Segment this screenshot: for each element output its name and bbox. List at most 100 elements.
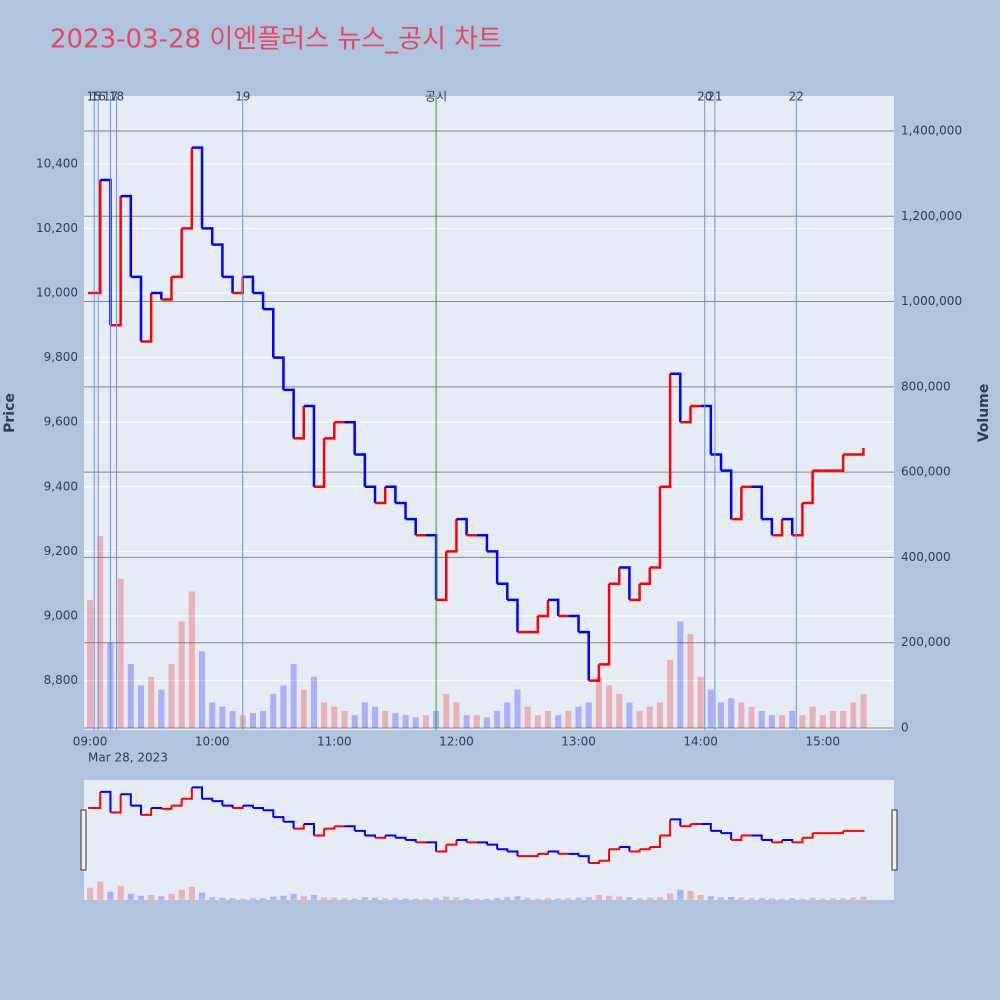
mini-volume-bar [677,889,684,900]
mini-volume-bar [626,897,633,900]
mini-price-segment [110,794,122,814]
price-segment [486,550,499,584]
slider-handle[interactable] [80,809,87,871]
volume-bar [260,710,267,728]
price-segment [364,485,377,503]
mini-volume-bar [697,894,704,900]
price-segment [782,517,794,536]
price-segment [130,275,143,342]
volume-bar [667,659,674,728]
mini-volume-bar [616,896,623,900]
mini-volume-bar [555,898,562,900]
mini-volume-bar [728,896,735,900]
event-label: 공시 [425,90,447,104]
volume-bar [575,706,582,728]
range-slider[interactable] [84,780,894,900]
price-segment [497,582,509,600]
mini-volume-bar [178,889,185,900]
price-segment [293,406,306,440]
mini-price-segment [375,835,387,839]
mini-volume-bar [524,897,531,900]
volume-bar [656,702,664,728]
volume-bar [565,710,572,728]
y-tick-label: 9,800 [44,350,78,364]
price-segment [446,519,458,553]
mini-price-segment [486,843,499,850]
mini-price-segment [436,844,448,853]
mini-price-segment [273,816,285,822]
price-segment [659,373,672,489]
volume-bar [544,710,552,728]
volume-bar [738,702,745,728]
price-segment [344,420,356,455]
mini-volume-bar [209,897,216,900]
mini-price-segment [507,850,519,857]
mini-volume-bar [636,898,643,900]
mini-volume-bar [463,898,470,900]
mini-volume-bar [310,894,318,900]
volume-bar [819,715,826,728]
price-segment [578,630,590,681]
mini-price-segment [721,832,733,841]
volume-bar [443,693,450,728]
mini-volume-bar [738,897,745,900]
volume-bar [504,702,511,728]
mini-volume-bar [290,893,297,900]
plot-area [84,96,894,730]
mini-price-segment [120,793,132,806]
price-segment [700,404,713,455]
mini-price-segment [670,818,682,827]
volume-bar [117,578,124,728]
mini-volume-bar [758,898,765,900]
mini-price-segment [263,809,275,818]
price-segment [324,422,336,440]
y2-tick-label: 600,000 [901,465,951,479]
volume-bar [97,536,104,728]
mini-price-segment [598,849,611,862]
mini-volume-bar [392,898,399,900]
volume-bar [697,676,704,728]
mini-price-segment [293,824,305,830]
price-segment [588,664,601,682]
slider-handle[interactable] [891,809,898,871]
mini-volume-bar [249,898,256,900]
price-segment [436,551,448,602]
mini-volume-bar [453,897,460,900]
mini-price-segment [303,823,315,836]
volume-bar [300,689,307,728]
mini-volume-bar [148,894,155,900]
mini-price-segment [364,834,377,838]
price-segment [629,583,641,602]
price-segment [792,502,804,537]
mini-volume-bar [565,898,572,900]
price-segment [649,486,662,569]
mini-volume-bar [239,898,246,900]
price-segment [385,485,397,503]
volume-bar [524,706,531,728]
price-segment [90,179,102,295]
volume-bar [717,702,725,728]
mini-price-segment [853,829,865,832]
volume-bar [249,713,256,728]
mini-volume-bar [188,886,195,900]
mini-volume-bar [422,898,429,900]
volume-bar [341,710,348,728]
x-tick-label: 13:00 [561,735,596,749]
y-tick-label: 9,600 [44,415,78,429]
mini-price-segment [609,846,621,851]
mini-volume-bar [168,893,175,900]
mini-volume-bar [117,885,124,900]
price-segment [548,598,560,616]
mini-volume-bar [412,898,419,900]
mini-volume-bar [137,895,145,900]
mini-volume-bar [270,896,277,900]
price-segment [568,614,580,633]
price-segment [151,291,163,300]
price-segment [710,453,723,471]
volume-bar [494,710,501,728]
mini-volume-bar [402,898,409,900]
mini-price-segment [161,805,173,810]
price-segment [771,519,784,537]
price-segment [670,372,682,423]
